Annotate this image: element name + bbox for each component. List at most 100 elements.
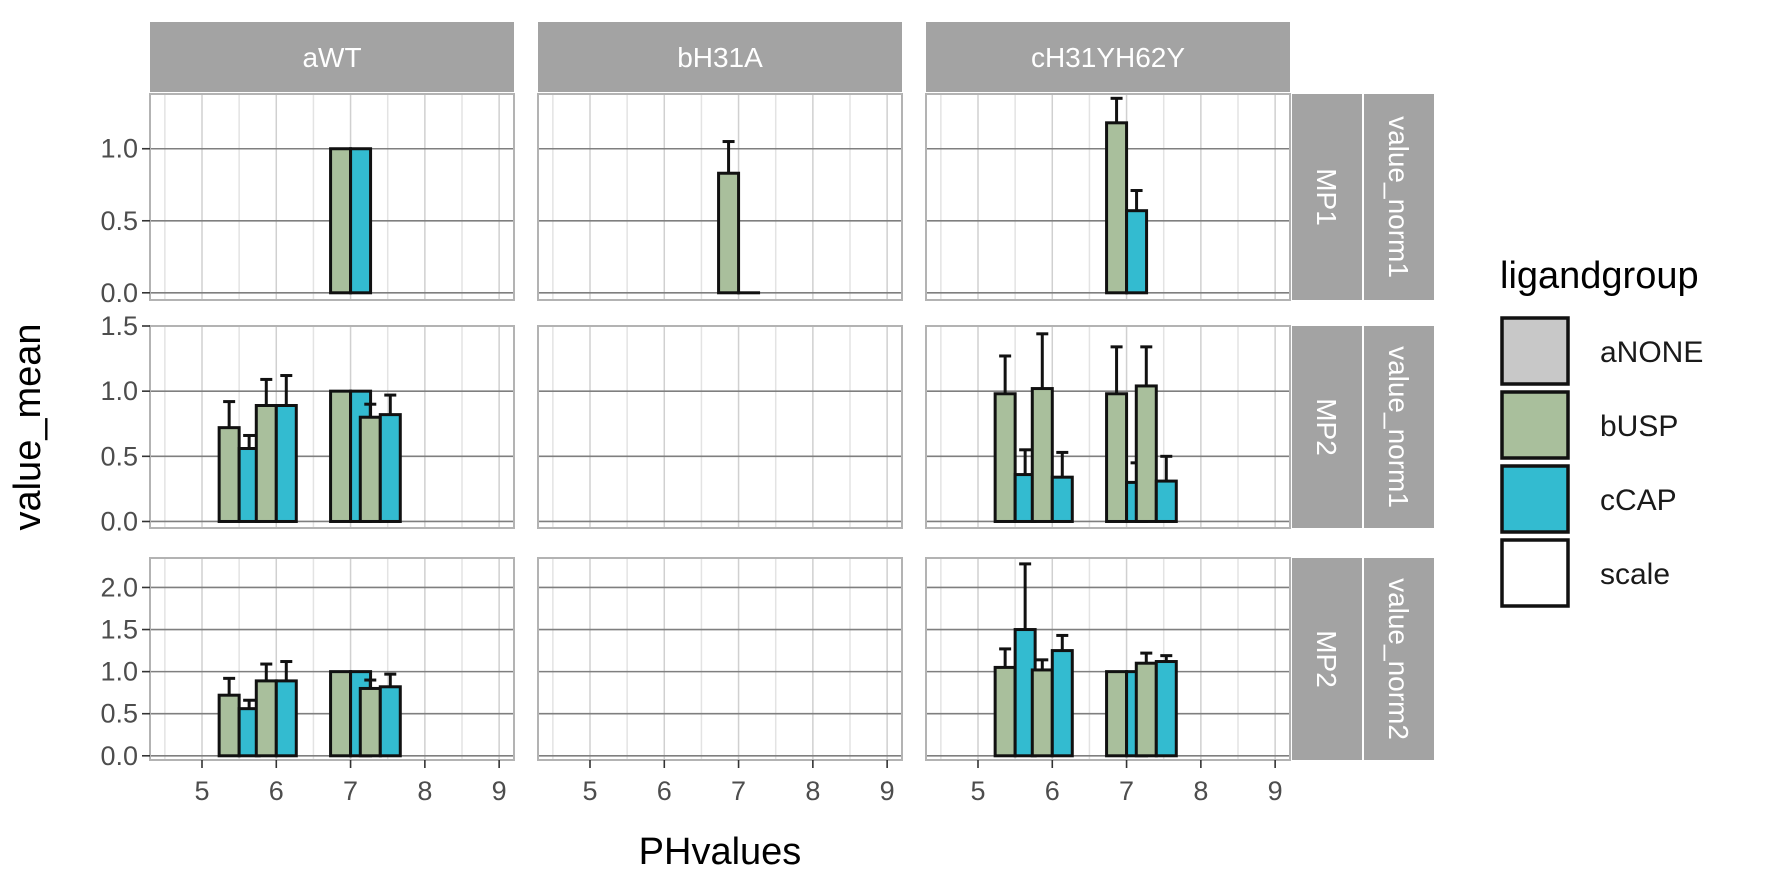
panel-border: [537, 557, 903, 761]
x-tick-label: 5: [194, 776, 209, 806]
column-strip-label: aWT: [302, 42, 361, 73]
legend-title: ligandgroup: [1500, 255, 1699, 297]
legend-label: cCAP: [1600, 484, 1677, 517]
row-strip-inner-label: MP2: [1311, 630, 1342, 688]
column-strip-label: cH31YH62Y: [1031, 42, 1185, 73]
x-tick-label: 5: [582, 776, 597, 806]
y-tick-label: 1.0: [100, 657, 138, 687]
panel-background: [538, 558, 902, 760]
panel-r0-c0: [149, 93, 515, 301]
bar-bUSP: [1105, 670, 1129, 758]
column-strip-1: bH31A: [538, 22, 902, 92]
x-tick-label: 8: [1193, 776, 1208, 806]
bar-bUSP: [1030, 668, 1054, 758]
bar-bUSP: [329, 147, 353, 295]
panel-r1-c0: [149, 325, 515, 529]
row-strip-inner-label: MP1: [1311, 168, 1342, 226]
bar-cCAP: [1125, 209, 1149, 295]
strip-background: [1364, 558, 1434, 760]
x-tick-label: 6: [657, 776, 672, 806]
bar-cCAP: [274, 403, 298, 523]
x-tick-label: 5: [970, 776, 985, 806]
bar-bUSP: [254, 679, 278, 758]
legend-entry-cCAP: cCAP: [1500, 464, 1677, 534]
y-tick-label: 1.0: [100, 134, 138, 164]
x-tick-label: 9: [492, 776, 507, 806]
x-tick-label: 7: [343, 776, 358, 806]
y-axis-title: value_mean: [7, 323, 49, 530]
x-tick-label: 8: [805, 776, 820, 806]
panel-r2-c1: [537, 557, 903, 761]
bar-cCAP: [1154, 660, 1178, 758]
x-tick-label: 6: [269, 776, 284, 806]
y-tick-label: 2.0: [100, 572, 138, 602]
strip-background: [926, 22, 1290, 92]
legend-swatch: [1500, 464, 1570, 534]
legend: ligandgroup aNONE bUSP cCAP scale: [1500, 255, 1703, 608]
panel-border: [925, 325, 1291, 529]
strip-background: [538, 22, 902, 92]
panel-border: [537, 325, 903, 529]
y-tick-label: 0.0: [100, 741, 138, 771]
bar-bUSP: [1030, 387, 1054, 523]
x-tick-label: 7: [731, 776, 746, 806]
strip-background: [150, 22, 514, 92]
legend-entry-bUSP: bUSP: [1500, 390, 1678, 460]
strip-background: [1292, 326, 1362, 528]
strip-background: [1292, 558, 1362, 760]
y-tick-label: 0.0: [100, 278, 138, 308]
y-tick-label: 0.5: [100, 206, 138, 236]
legend-entry-scale: scale: [1500, 538, 1670, 608]
x-tick-label: 6: [1045, 776, 1060, 806]
bar-bUSP: [717, 171, 741, 295]
legend-entries: aNONE bUSP cCAP scale: [1500, 316, 1703, 608]
row-strip-2: MP2 value_norm2: [1292, 558, 1434, 760]
row-strip-outer-label: value_norm2: [1383, 578, 1414, 740]
bar-cCAP: [349, 147, 373, 295]
x-axis-title: PHvalues: [639, 831, 802, 873]
bar-bUSP: [1105, 121, 1129, 295]
column-strip-2: cH31YH62Y: [926, 22, 1290, 92]
bar-bUSP: [254, 403, 278, 523]
panel-border: [149, 93, 515, 301]
panels-layer: [149, 93, 1291, 761]
column-strip-label: bH31A: [677, 42, 763, 73]
x-tick-label: 7: [1119, 776, 1134, 806]
bar-cCAP: [1050, 649, 1074, 758]
row-strip-inner-label: MP2: [1311, 398, 1342, 456]
bar-cCAP: [378, 413, 402, 523]
panel-border: [149, 557, 515, 761]
panel-background: [538, 326, 902, 528]
panel-border: [149, 325, 515, 529]
bar-cCAP: [1154, 479, 1178, 523]
bar-bUSP: [993, 665, 1017, 758]
panel-r2-c2: [925, 557, 1291, 761]
x-tick-label: 8: [417, 776, 432, 806]
bar-bUSP: [329, 670, 353, 758]
y-tick-label: 1.5: [100, 311, 138, 341]
y-tick-label: 0.0: [100, 506, 138, 536]
bar-cCAP: [378, 685, 402, 758]
bar-bUSP: [358, 686, 382, 758]
x-tick-label: 9: [880, 776, 895, 806]
panel-r2-c0: [149, 557, 515, 761]
x-tick-label: 9: [1268, 776, 1283, 806]
strip-background: [1364, 326, 1434, 528]
bar-bUSP: [1134, 384, 1158, 523]
bar-bUSP: [329, 389, 353, 523]
bar-cCAP: [274, 679, 298, 758]
column-strip-0: aWT: [150, 22, 514, 92]
bar-bUSP: [217, 693, 241, 758]
legend-label: bUSP: [1600, 410, 1678, 443]
panel-r0-c2: [925, 93, 1291, 301]
bar-bUSP: [993, 392, 1017, 523]
legend-swatch: [1500, 390, 1570, 460]
panel-border: [925, 557, 1291, 761]
legend-swatch: [1500, 538, 1570, 608]
row-strip-0: MP1 value_norm1: [1292, 94, 1434, 300]
row-strip-1: MP2 value_norm1: [1292, 326, 1434, 528]
legend-swatch: [1500, 316, 1570, 386]
row-strip-outer-label: value_norm1: [1383, 346, 1414, 508]
panel-r1-c1: [537, 325, 903, 529]
